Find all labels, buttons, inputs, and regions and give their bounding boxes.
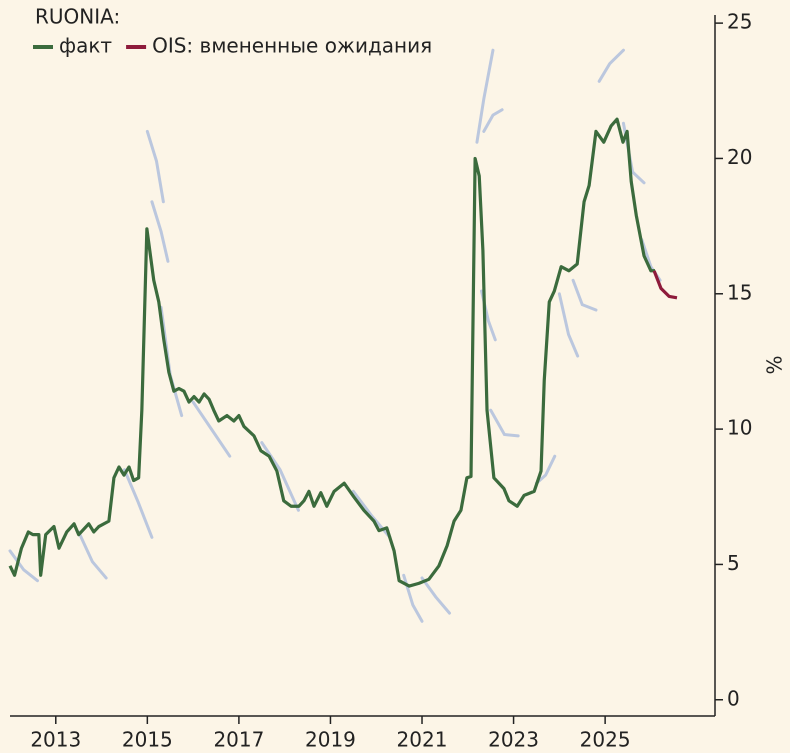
- x-tick-label: 2025: [580, 728, 631, 752]
- x-tick-label: 2023: [488, 728, 539, 752]
- forecast-path: [557, 292, 580, 358]
- chart-title: RUONIA:: [35, 5, 120, 29]
- legend-label: факт: [59, 34, 112, 58]
- forecast-path: [571, 278, 598, 312]
- forecast-path: [489, 408, 520, 438]
- y-tick-label: 10: [727, 416, 752, 440]
- forecast-path: [191, 400, 232, 458]
- y-axis-label: %: [763, 355, 787, 374]
- forecast-path: [77, 530, 108, 580]
- x-tick-label: 2013: [30, 728, 81, 752]
- x-tick-label: 2015: [122, 728, 173, 752]
- forecast-path: [8, 549, 39, 583]
- y-tick-label: 5: [727, 551, 740, 575]
- y-tick-label: 20: [727, 145, 752, 169]
- forecast-path: [145, 129, 165, 204]
- series-line: [652, 270, 678, 300]
- y-tick-label: 0: [727, 686, 740, 710]
- forecast-path: [482, 108, 504, 133]
- forecast-path: [597, 48, 625, 83]
- x-tick-label: 2021: [397, 728, 448, 752]
- forecast-path: [475, 48, 495, 144]
- forecast-path: [122, 468, 154, 539]
- forecast-path: [420, 576, 451, 615]
- forecast-path: [150, 200, 170, 263]
- legend-label: OIS: вмененные ожидания: [152, 34, 432, 58]
- forecast-path: [260, 441, 300, 512]
- y-tick-label: 15: [727, 280, 752, 304]
- series-line: [8, 117, 656, 588]
- y-tick-label: 25: [727, 10, 752, 34]
- x-tick-label: 2017: [213, 728, 264, 752]
- x-tick-label: 2019: [305, 728, 356, 752]
